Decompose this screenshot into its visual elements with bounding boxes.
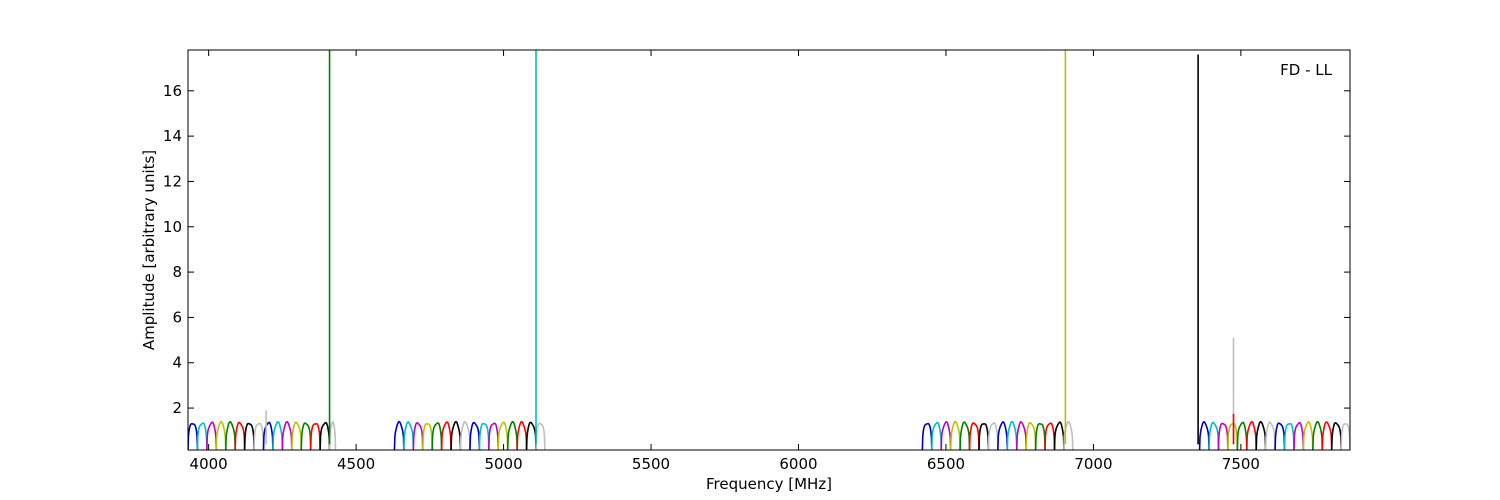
channel-line [506,420,518,450]
channel-line [1312,420,1324,450]
channel-line [309,422,321,450]
y-tick-label: 6 [172,308,182,326]
x-tick-label: 5500 [632,455,670,473]
channel-line [997,421,1009,450]
channel-line [440,421,452,450]
channel-line [215,420,227,450]
channel-line [478,422,490,450]
channel-line [1264,421,1276,450]
x-tick-label: 4500 [337,455,375,473]
channel-line [1330,422,1342,450]
channel-line [431,422,443,450]
channel-line [1283,422,1295,450]
y-tick-label: 8 [172,263,182,281]
channel-line [1340,423,1350,450]
channel-line [1053,421,1065,450]
plot-annotation: FD - LL [1280,61,1332,79]
channel-line [949,420,961,450]
plot-lines [188,50,1350,450]
channel-line [1198,420,1210,450]
channel-line [272,420,284,450]
channel-line [931,421,943,450]
channel-line [300,422,312,450]
channel-line [959,421,971,450]
x-tick-label: 6000 [779,455,817,473]
channel-line [403,421,415,450]
channel-line [1044,422,1056,450]
channel-line [968,422,980,450]
channel-line [1255,420,1267,450]
y-tick-label: 16 [163,82,182,100]
channel-line [1245,420,1258,450]
channel-line [253,422,265,450]
channel-line [459,421,471,450]
channel-line [987,422,999,450]
channel-line [497,421,509,450]
channel-line [450,420,462,450]
x-tick-label: 5000 [484,455,522,473]
channel-line [940,420,952,450]
y-tick-label: 10 [163,218,182,236]
channel-line [224,420,236,450]
y-tick-label: 12 [163,172,182,190]
channel-line [921,422,933,450]
x-axis-ticks: 4000 4500 5000 5500 6000 6500 7000 7500 [190,50,1260,473]
channel-line [188,422,199,450]
channel-line [1321,421,1333,450]
x-tick-label: 4000 [190,455,228,473]
channel-line [1274,422,1286,450]
channel-line [488,422,500,450]
channel-line [1236,421,1248,450]
channel-line [1302,421,1314,450]
x-axis-label: Frequency [MHz] [706,475,832,493]
x-tick-label: 7500 [1222,455,1260,473]
channel-line [1025,421,1037,450]
channel-line [328,420,337,450]
channel-line [421,423,433,450]
y-tick-label: 2 [172,399,182,417]
axes-frame [187,49,1351,451]
channel-line [469,421,481,450]
channel-line [393,420,405,450]
channel-line [1217,422,1229,450]
channel-line [1006,420,1018,450]
channel-line [525,421,537,450]
y-tick-label: 4 [172,354,182,372]
channel-line [196,422,208,450]
channel-line [243,422,255,450]
channel-line [516,420,528,450]
x-tick-label: 7000 [1074,455,1112,473]
channel-line [206,421,218,450]
y-axis-label: Amplitude [arbitrary units] [140,150,158,350]
channel-line [291,421,303,450]
x-tick-label: 6500 [927,455,965,473]
channel-line [281,420,293,450]
channel-line [1293,421,1305,450]
channel-line [1034,422,1046,450]
channel-line [1208,421,1220,450]
channel-line [262,421,274,450]
y-tick-label: 14 [163,127,182,145]
channel-line [978,423,990,450]
channel-line [234,421,246,450]
y-axis-ticks: 2 4 6 8 10 12 14 16 [163,82,1350,417]
channel-line [1015,421,1027,450]
channel-line [412,422,424,450]
channel-line [319,421,331,450]
channel-line [1227,422,1239,450]
channel-line [535,422,546,450]
